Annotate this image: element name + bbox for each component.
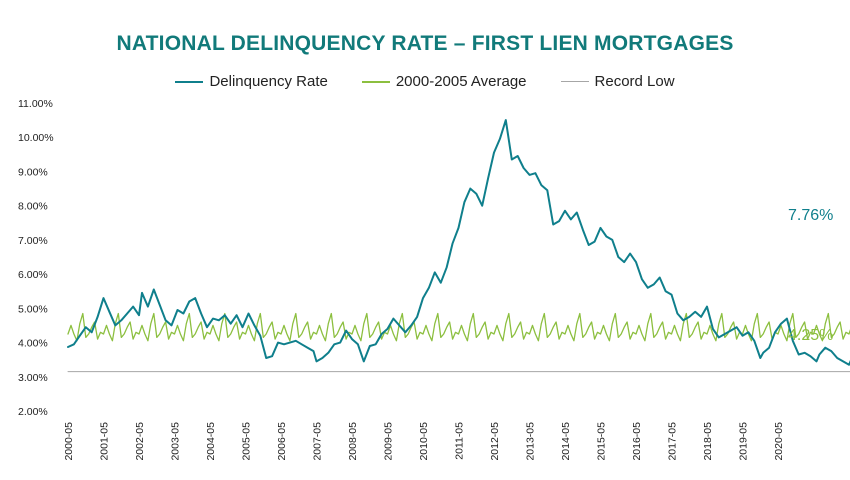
x-tick-label: 2011-05 (454, 422, 466, 460)
x-tick-label: 2012-05 (489, 422, 501, 461)
end-label-average: 4.25% (788, 327, 833, 344)
average-line (67, 312, 850, 342)
x-tick-label: 2004-05 (205, 422, 217, 461)
x-tick-label: 2017-05 (667, 422, 679, 461)
legend-swatch-record-low (560, 81, 589, 82)
y-tick-label: 6.00% (18, 269, 48, 281)
chart-title: NATIONAL DELINQUENCY RATE – FIRST LIEN M… (116, 32, 734, 55)
x-tick-label: 2018-05 (702, 422, 714, 461)
delinquency-rate-line (67, 119, 850, 366)
legend-swatch-average (361, 80, 390, 83)
legend-item-record-low: Record Low (560, 73, 675, 90)
x-tick-label: 2010-05 (418, 422, 430, 461)
y-tick-label: 9.00% (18, 166, 48, 178)
legend-label-average: 2000-2005 Average (395, 73, 527, 90)
x-tick-label: 2001-05 (99, 422, 111, 461)
x-tick-label: 2000-05 (63, 422, 75, 461)
end-label-delinquency-rate: 7.76% (788, 207, 833, 224)
y-tick-label: 3.00% (18, 372, 48, 384)
x-tick-label: 2006-05 (276, 422, 288, 461)
y-tick-label: 7.00% (18, 235, 48, 247)
legend-label-delinquency-rate: Delinquency Rate (209, 73, 328, 90)
x-tick-label: 2005-05 (241, 422, 253, 461)
y-tick-label: 4.00% (18, 338, 48, 350)
y-tick-label: 5.00% (18, 303, 48, 315)
x-tick-label: 2015-05 (596, 422, 608, 461)
y-tick-label: 8.00% (18, 201, 48, 213)
x-tick-label: 2009-05 (383, 422, 395, 461)
chart-legend: Delinquency Rate 2000-2005 Average Recor… (0, 73, 850, 90)
x-tick-label: 2020-05 (773, 422, 785, 461)
x-tick-label: 2003-05 (170, 422, 182, 461)
x-tick-label: 2002-05 (134, 422, 146, 461)
x-tick-label: 2019-05 (738, 422, 750, 461)
legend-swatch-delinquency-rate (175, 80, 204, 83)
legend-label-record-low: Record Low (594, 73, 675, 90)
legend-item-delinquency-rate: Delinquency Rate (175, 73, 328, 90)
legend-item-average: 2000-2005 Average (361, 73, 527, 90)
y-tick-label: 2.00% (18, 406, 48, 418)
y-tick-label: 11.00% (18, 98, 53, 110)
y-tick-label: 10.00% (18, 132, 54, 144)
x-tick-label: 2016-05 (631, 422, 643, 461)
x-tick-label: 2007-05 (312, 422, 324, 461)
x-tick-label: 2013-05 (525, 422, 537, 461)
x-tick-label: 2014-05 (560, 422, 572, 461)
x-tick-label: 2008-05 (347, 422, 359, 461)
